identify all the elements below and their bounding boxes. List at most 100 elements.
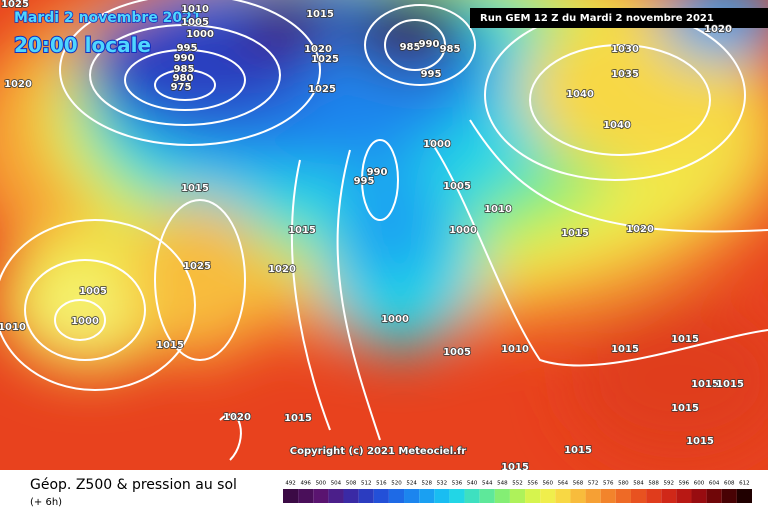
legend-swatch xyxy=(388,489,405,503)
isobar-label: 1040 xyxy=(566,89,594,100)
legend-label: 572 xyxy=(588,481,599,487)
isobar-label: 1015 xyxy=(716,379,744,390)
legend-label: 596 xyxy=(679,481,690,487)
isobar-label: 1010 xyxy=(484,204,512,215)
isobar-label: 975 xyxy=(171,82,192,93)
isobar-label: 1015 xyxy=(284,413,312,424)
isobar-label: 995 xyxy=(354,176,375,187)
legend-label: 568 xyxy=(573,481,584,487)
isobar-labels: 1025 101010051000995990985980975102010151… xyxy=(0,0,745,474)
legend-swatch xyxy=(600,489,616,503)
footer-step: (+ 6h) xyxy=(30,497,62,508)
legend-swatch xyxy=(691,489,707,503)
isobars xyxy=(0,0,768,461)
isobar-label: 1020 xyxy=(704,24,732,35)
isobar-label: 1025 xyxy=(308,84,336,95)
legend-label: 588 xyxy=(648,481,659,487)
legend-swatch xyxy=(525,489,541,503)
legend-swatch xyxy=(343,489,359,503)
isobar-label: 1000 xyxy=(71,316,99,327)
legend-swatch xyxy=(479,489,495,503)
legend-label: 496 xyxy=(300,481,311,487)
legend-swatch xyxy=(615,489,631,503)
legend-label: 524 xyxy=(406,481,417,487)
isobar-label: 1015 xyxy=(564,445,592,456)
legend-label: 540 xyxy=(467,481,478,487)
legend-swatch xyxy=(464,489,480,503)
legend-label: 608 xyxy=(724,481,735,487)
isobar-label: 1015 xyxy=(671,403,699,414)
isobar-label: 1015 xyxy=(686,436,714,447)
isobar-label: 985 xyxy=(174,64,195,75)
legend-swatch xyxy=(298,489,314,503)
run-label: Run GEM 12 Z du Mardi 2 novembre 2021 xyxy=(480,13,714,24)
isobar-label: 1010 xyxy=(501,344,529,355)
isobar-label: 990 xyxy=(174,53,195,64)
isobar-label: 1005 xyxy=(181,17,209,28)
legend-label: 516 xyxy=(376,481,387,487)
field xyxy=(0,0,768,470)
legend-label: 564 xyxy=(558,481,569,487)
isobar-label: 1000 xyxy=(423,139,451,150)
legend-label: 612 xyxy=(739,481,750,487)
date-label: Mardi 2 novembre 2021 xyxy=(14,10,202,26)
legend-label: 504 xyxy=(331,481,342,487)
legend-swatch xyxy=(646,489,662,503)
isobar-label: 1015 xyxy=(156,340,184,351)
legend-swatch xyxy=(419,489,435,503)
legend-label: 580 xyxy=(618,481,629,487)
isobar-label: 1020 xyxy=(223,412,251,423)
isobar-label: 1025 xyxy=(183,261,211,272)
isobar-label: 990 xyxy=(419,39,440,50)
isobar-label: 1020 xyxy=(268,264,296,275)
legend-swatch xyxy=(494,489,510,503)
legend-label: 536 xyxy=(452,481,463,487)
isobar-label: 1005 xyxy=(443,181,471,192)
legend-label: 560 xyxy=(543,481,554,487)
legend-swatch xyxy=(706,489,722,503)
legend-swatch xyxy=(358,489,374,503)
isobar-label: 1035 xyxy=(611,69,639,80)
legend: 492 496 500 504 508 512 516 520 524 528 532 536 540 5… xyxy=(283,481,752,503)
legend-swatch xyxy=(585,489,601,503)
legend-swatch xyxy=(570,489,586,503)
run-box xyxy=(470,8,768,28)
legend-swatch xyxy=(721,489,737,503)
legend-swatch xyxy=(736,489,752,503)
legend-label: 500 xyxy=(316,481,327,487)
legend-swatch xyxy=(661,489,677,503)
isobar-label: 1000 xyxy=(186,29,214,40)
isobar-label: 1030 xyxy=(611,44,639,55)
legend-swatch xyxy=(313,489,329,503)
legend-label: 584 xyxy=(633,481,644,487)
isobar-label: 1015 xyxy=(288,225,316,236)
isobar-label: 1025 xyxy=(1,0,29,10)
isobar-label: 1010 xyxy=(0,322,26,333)
isobar-label: 995 xyxy=(177,43,198,54)
isobar-label: 1000 xyxy=(381,314,409,325)
legend-label: 592 xyxy=(664,481,675,487)
legend-swatch xyxy=(555,489,571,503)
legend-label: 556 xyxy=(527,481,538,487)
legend-label: 492 xyxy=(285,481,296,487)
isobar-label: 1015 xyxy=(181,183,209,194)
isobar-label: 1015 xyxy=(691,379,719,390)
isobar-label: 1000 xyxy=(449,225,477,236)
legend-swatch xyxy=(449,489,465,503)
legend-swatch xyxy=(509,489,526,503)
isobar-label: 995 xyxy=(421,69,442,80)
isobar-label: 1025 xyxy=(311,54,339,65)
isobar-label: 985 xyxy=(400,42,421,53)
legend-swatch xyxy=(434,489,450,503)
isobar-label: 1005 xyxy=(79,286,107,297)
legend-label: 552 xyxy=(512,481,523,487)
legend-swatch xyxy=(328,489,344,503)
legend-label: 576 xyxy=(603,481,614,487)
isobar-label: 1010 xyxy=(181,4,209,15)
legend-swatch xyxy=(283,489,299,503)
footer-title: Géop. Z500 & pression au sol xyxy=(30,477,237,493)
legend-swatch xyxy=(630,489,647,503)
isobar-label: 1020 xyxy=(4,79,32,90)
legend-label: 532 xyxy=(437,481,448,487)
